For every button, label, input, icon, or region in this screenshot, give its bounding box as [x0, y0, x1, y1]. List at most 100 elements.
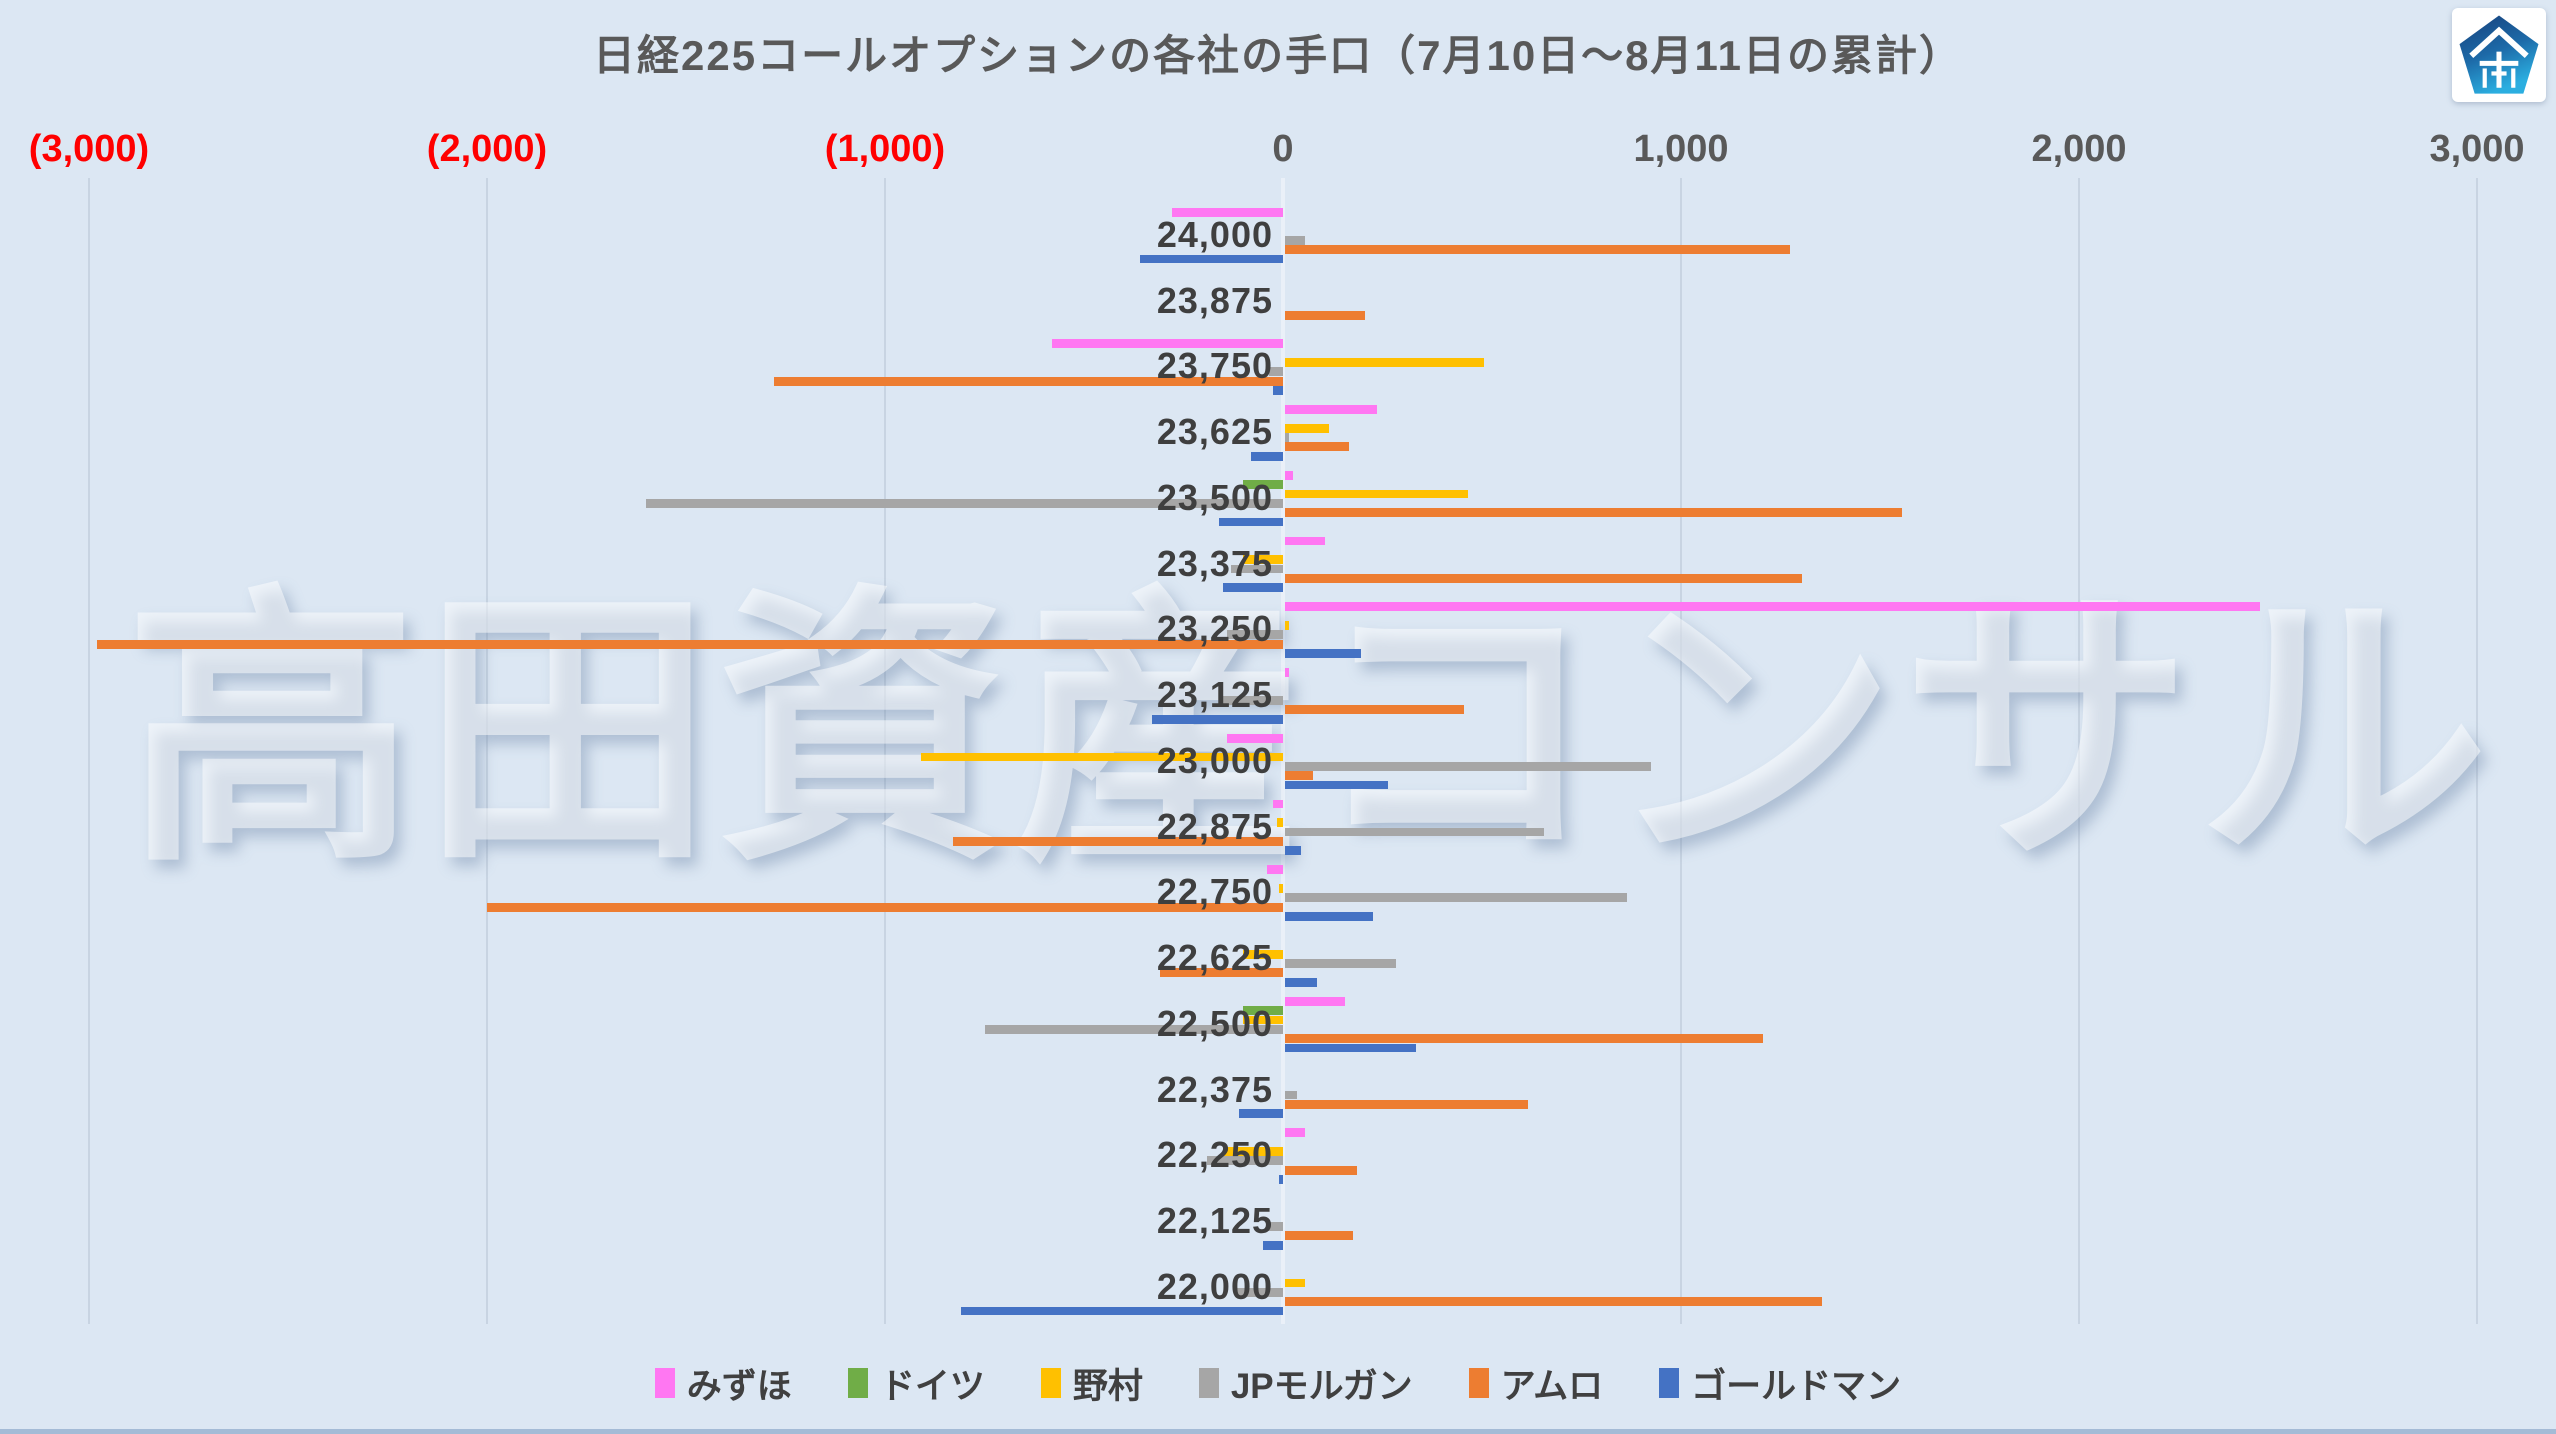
category-label: 22,875 — [1156, 805, 1273, 847]
legend-label: ドイツ — [879, 1366, 985, 1406]
category-label: 23,875 — [1156, 279, 1273, 321]
bar-野村-22,750 — [1279, 884, 1283, 893]
category-label: 22,750 — [1156, 871, 1273, 913]
gridline — [2078, 178, 2080, 1324]
bar-野村-22,000 — [1285, 1278, 1305, 1288]
legend-label: アムロ — [1500, 1366, 1604, 1406]
category-label: 24,000 — [1156, 213, 1273, 255]
bar-JPモルガン-23,750 — [1269, 367, 1283, 377]
category-label: 23,625 — [1156, 411, 1273, 453]
bar-みずほ-23,500 — [1285, 470, 1293, 480]
bar-JPモルガン-22,250 — [1207, 1156, 1283, 1166]
legend-swatch-icon — [1198, 1368, 1219, 1398]
gridline — [1680, 178, 1682, 1324]
zero-axis-line — [1281, 178, 1285, 1324]
bar-アムロ-23,500 — [1285, 508, 1902, 518]
legend-item-ドイツ: ドイツ — [847, 1358, 985, 1409]
bar-アムロ-23,250 — [96, 639, 1283, 649]
bar-ドイツ-23,500 — [1243, 480, 1283, 489]
bar-ゴールドマン-22,625 — [1285, 977, 1317, 987]
bar-ゴールドマン-22,250 — [1279, 1175, 1283, 1184]
bar-ゴールドマン-22,375 — [1239, 1109, 1283, 1119]
legend-swatch-icon — [1040, 1368, 1061, 1398]
category-label: 22,125 — [1156, 1200, 1273, 1242]
category-label: 23,750 — [1156, 345, 1273, 387]
bar-JPモルガン-22,500 — [984, 1024, 1283, 1034]
bar-野村-22,875 — [1277, 818, 1283, 828]
bar-みずほ-23,125 — [1285, 668, 1289, 677]
bar-アムロ-22,250 — [1285, 1165, 1357, 1175]
bar-JPモルガン-22,375 — [1285, 1090, 1297, 1100]
legend-item-ゴールドマン: ゴールドマン — [1659, 1358, 1901, 1409]
bar-みずほ-23,750 — [1052, 339, 1283, 349]
bar-アムロ-23,875 — [1285, 310, 1365, 320]
bar-野村-22,500 — [1243, 1015, 1283, 1025]
bar-野村-23,000 — [920, 752, 1283, 762]
bar-野村-23,750 — [1285, 358, 1484, 367]
bar-アムロ-23,375 — [1285, 573, 1803, 583]
bar-アムロ-22,625 — [1159, 968, 1283, 978]
bar-野村-23,500 — [1285, 489, 1469, 499]
category-label: 22,000 — [1156, 1265, 1273, 1307]
bar-ゴールドマン-23,250 — [1285, 649, 1361, 658]
chart-legend: みずほ ドイツ 野村 JPモルガン アムロ ゴールドマン — [0, 1352, 2556, 1414]
category-label: 23,250 — [1156, 608, 1273, 650]
legend-label: みずほ — [686, 1366, 792, 1406]
x-axis-tick-label: (3,000) — [28, 128, 150, 170]
bar-みずほ-23,625 — [1285, 405, 1377, 414]
category-label: 23,375 — [1156, 542, 1273, 584]
bar-アムロ-22,500 — [1285, 1034, 1763, 1044]
category-label: 22,250 — [1156, 1134, 1273, 1176]
bar-ゴールドマン-23,000 — [1285, 780, 1389, 790]
bar-アムロ-23,625 — [1285, 442, 1349, 452]
bar-JPモルガン-24,000 — [1285, 235, 1305, 245]
legend-label: 野村 — [1072, 1366, 1143, 1406]
category-label: 22,375 — [1156, 1068, 1273, 1110]
bar-みずほ-24,000 — [1171, 207, 1283, 217]
bar-JPモルガン-23,125 — [1223, 696, 1283, 705]
legend-item-JPモルガン: JPモルガン — [1198, 1358, 1413, 1409]
x-axis-tick-label: 0 — [1272, 128, 1294, 170]
bar-JPモルガン-23,375 — [1231, 564, 1283, 574]
bar-JPモルガン-23,250 — [1227, 630, 1283, 640]
bar-みずほ-23,375 — [1285, 536, 1325, 546]
bar-ゴールドマン-22,500 — [1285, 1043, 1417, 1053]
x-axis-tick-label: (1,000) — [824, 128, 946, 170]
bar-JPモルガン-23,000 — [1285, 761, 1652, 771]
bar-アムロ-22,375 — [1285, 1099, 1528, 1109]
site-logo — [2452, 8, 2546, 102]
bar-アムロ-22,750 — [487, 902, 1283, 912]
chart-title: 日経225コールオプションの各社の手口（7月10日〜8月11日の累計） — [593, 32, 1963, 79]
legend-item-みずほ: みずほ — [654, 1358, 792, 1409]
bar-JPモルガン-22,625 — [1285, 959, 1397, 968]
bar-ゴールドマン-23,125 — [1151, 714, 1283, 724]
legend-item-野村: 野村 — [1040, 1358, 1143, 1409]
category-label: 22,500 — [1156, 1002, 1273, 1044]
bar-JPモルガン-22,000 — [1235, 1287, 1283, 1297]
bar-JPモルガン-22,875 — [1285, 827, 1544, 837]
bar-ゴールドマン-23,750 — [1273, 386, 1283, 395]
x-axis-tick-label: 2,000 — [2031, 128, 2127, 170]
bar-ゴールドマン-22,125 — [1263, 1240, 1283, 1250]
bar-ゴールドマン-23,625 — [1251, 451, 1283, 461]
bar-ゴールドマン-24,000 — [1139, 254, 1283, 264]
bar-JPモルガン-23,500 — [646, 498, 1283, 508]
gridline — [486, 178, 488, 1324]
bar-みずほ-23,000 — [1227, 733, 1283, 743]
bar-野村-22,625 — [1243, 949, 1283, 959]
bar-ゴールドマン-22,000 — [960, 1306, 1283, 1316]
legend-swatch-icon — [1468, 1368, 1489, 1398]
legend-label: ゴールドマン — [1691, 1366, 1902, 1406]
bar-アムロ-23,000 — [1285, 771, 1313, 781]
bar-JPモルガン-23,625 — [1285, 433, 1289, 442]
bar-アムロ-22,000 — [1285, 1297, 1823, 1307]
bar-みずほ-22,500 — [1285, 996, 1345, 1006]
bar-野村-23,375 — [1243, 555, 1283, 565]
bar-野村-22,250 — [1223, 1147, 1283, 1156]
legend-label: JPモルガン — [1230, 1366, 1413, 1406]
bar-ゴールドマン-22,750 — [1285, 912, 1373, 921]
legend-swatch-icon — [1659, 1368, 1680, 1398]
bottom-border — [0, 1429, 2556, 1434]
category-label: 23,500 — [1156, 476, 1273, 518]
